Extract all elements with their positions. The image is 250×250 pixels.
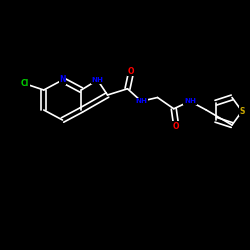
Text: S: S <box>239 107 245 116</box>
Text: O: O <box>128 67 134 76</box>
Text: O: O <box>173 122 180 131</box>
Text: NH: NH <box>135 98 147 104</box>
Text: NH: NH <box>184 98 196 104</box>
Text: N: N <box>59 76 66 84</box>
Text: Cl: Cl <box>21 79 29 88</box>
Text: NH: NH <box>92 77 104 83</box>
